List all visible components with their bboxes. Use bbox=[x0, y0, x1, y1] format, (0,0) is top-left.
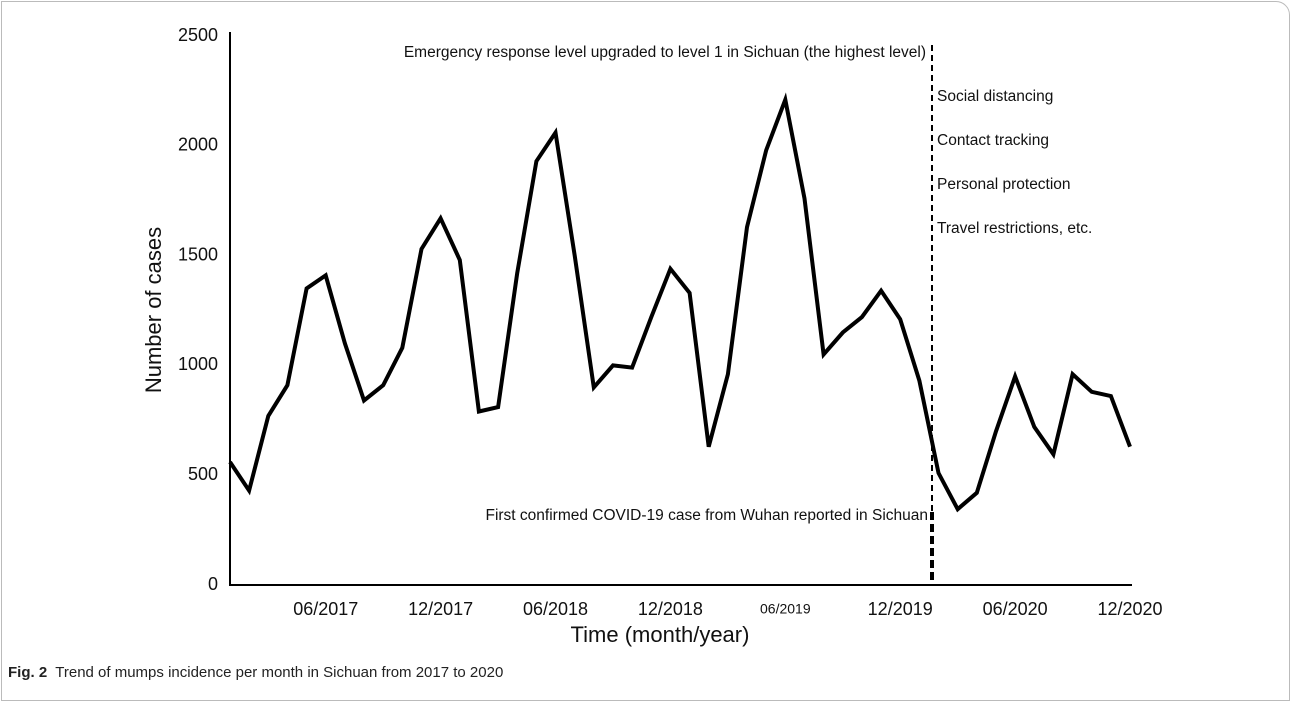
x-tick-label: 12/2020 bbox=[1097, 599, 1162, 619]
caption-text: Trend of mumps incidence per month in Si… bbox=[55, 664, 504, 681]
chart: Time (month/year) Number of cases Emerge… bbox=[141, 25, 1163, 647]
annotation: Contact tracking bbox=[937, 132, 1049, 149]
x-axis-title: Time (month/year) bbox=[571, 622, 750, 647]
caption: Fig. 2 Trend of mumps incidence per mont… bbox=[8, 664, 503, 681]
y-tick-label: 1500 bbox=[178, 244, 218, 264]
caption-label: Fig. 2 bbox=[8, 664, 48, 681]
data-line bbox=[228, 92, 1132, 513]
x-tick-label: 12/2017 bbox=[408, 599, 473, 619]
annotation: First confirmed COVID-19 case from Wuhan… bbox=[485, 507, 928, 524]
y-tick-label: 2500 bbox=[178, 25, 218, 45]
annotation: Emergency response level upgraded to lev… bbox=[404, 44, 926, 61]
annotation: Personal protection bbox=[937, 176, 1071, 193]
annotation: Social distancing bbox=[937, 88, 1053, 105]
x-tick-label: 06/2020 bbox=[983, 599, 1048, 619]
x-tick-label: 06/2017 bbox=[293, 599, 358, 619]
y-tick-label: 2000 bbox=[178, 135, 218, 155]
y-tick-label: 1000 bbox=[178, 354, 218, 374]
x-tick-label: 06/2018 bbox=[523, 599, 588, 619]
x-tick-label: 06/2019 bbox=[760, 601, 811, 617]
y-tick-label: 0 bbox=[208, 574, 218, 594]
x-tick-label: 12/2019 bbox=[868, 599, 933, 619]
annotation: Travel restrictions, etc. bbox=[937, 220, 1092, 237]
y-tick-label: 500 bbox=[188, 464, 218, 484]
x-tick-label: 12/2018 bbox=[638, 599, 703, 619]
y-axis-title: Number of cases bbox=[141, 227, 166, 393]
